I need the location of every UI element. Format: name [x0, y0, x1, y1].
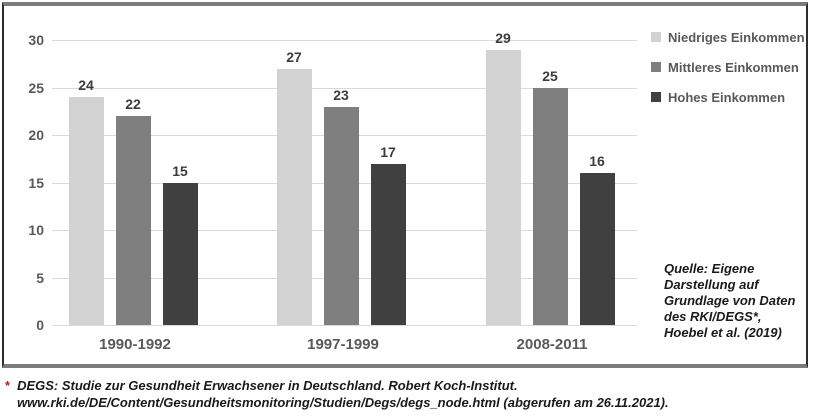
- legend-swatch: [651, 62, 661, 72]
- x-axis-category-label: 1997-1999: [307, 336, 379, 353]
- bar-value-label: 22: [125, 96, 141, 112]
- y-axis-tick-label: 15: [28, 174, 44, 191]
- gridline: [52, 87, 637, 89]
- x-axis-category-label: 1990-1992: [99, 336, 171, 353]
- bar: [276, 68, 312, 325]
- bar: [323, 106, 359, 325]
- bar-value-label: 29: [495, 29, 511, 46]
- legend-swatch: [651, 92, 661, 102]
- legend-item: Mittleres Einkommen: [651, 59, 799, 75]
- legend-swatch: [651, 32, 661, 42]
- bar: [162, 182, 198, 325]
- chart-frame: [2, 2, 808, 368]
- y-axis-tick-label: 10: [28, 222, 44, 238]
- y-axis-tick-label: 0: [36, 317, 44, 333]
- footnote-marker: *: [5, 378, 11, 393]
- y-axis-tick-label: 20: [28, 127, 44, 143]
- legend-item: Hohes Einkommen: [651, 89, 786, 105]
- bar: [532, 87, 568, 325]
- bar-value-label: 24: [78, 77, 94, 93]
- y-axis-tick-label: 30: [28, 32, 44, 48]
- bar: [68, 97, 104, 325]
- bar: [579, 173, 615, 325]
- legend-label: Mittleres Einkommen: [668, 59, 799, 75]
- footnote: * DEGS: Studie zur Gesundheit Erwachsene…: [5, 377, 785, 411]
- legend-label: Niedriges Einkommen: [668, 29, 805, 45]
- y-axis-tick-label: 25: [28, 79, 44, 96]
- footnote-text: DEGS: Studie zur Gesundheit Erwachsener …: [17, 377, 785, 411]
- bar-value-label: 15: [172, 162, 188, 179]
- footnote-line-1: DEGS: Studie zur Gesundheit Erwachsener …: [17, 378, 518, 393]
- legend-label: Hohes Einkommen: [668, 89, 786, 105]
- bar: [115, 116, 151, 325]
- bar: [370, 163, 406, 325]
- bar: [485, 49, 521, 325]
- bar-value-label: 16: [589, 153, 605, 169]
- y-axis-tick-label: 5: [36, 269, 44, 286]
- footnote-line-2: www.rki.de/DE/Content/Gesundheitsmonitor…: [17, 395, 669, 410]
- legend-item: Niedriges Einkommen: [651, 29, 805, 45]
- bar-value-label: 23: [333, 86, 349, 103]
- bar-value-label: 27: [286, 48, 302, 65]
- bar-value-label: 17: [380, 143, 396, 160]
- source-note: Quelle: Eigene Darstellung auf Grundlage…: [664, 261, 796, 340]
- bar-value-label: 25: [542, 67, 558, 84]
- gridline: [52, 40, 637, 41]
- gridline: [52, 325, 637, 326]
- x-axis-category-label: 2008-2011: [516, 336, 588, 353]
